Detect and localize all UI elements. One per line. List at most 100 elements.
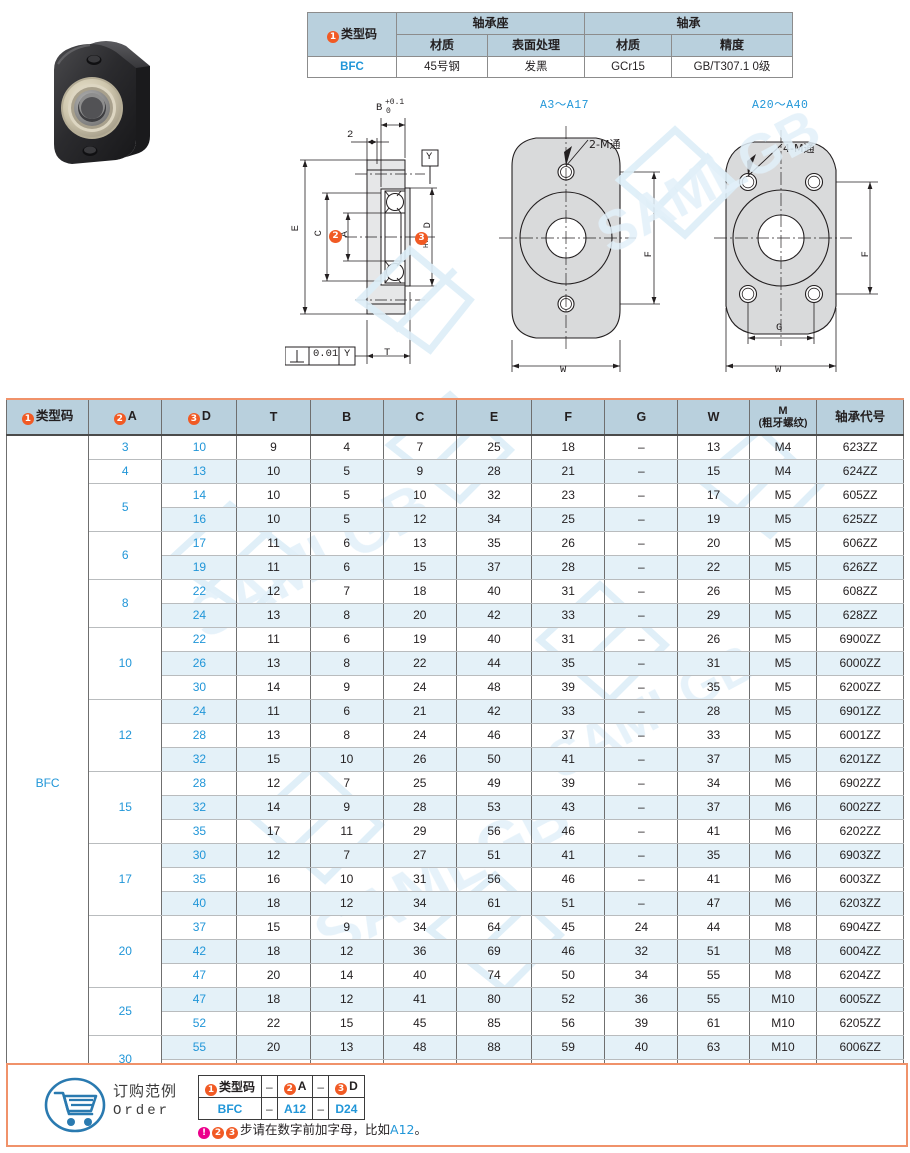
cell-c: 10: [382, 483, 457, 508]
cell-b: 5: [309, 459, 384, 484]
spec-header-typecode-label: 类型码: [340, 26, 377, 41]
cell-bearing-code: 624ZZ: [816, 459, 904, 484]
table-row: BFC 3 10 9 4 7 25 18–13 M4 623ZZ: [5, 434, 904, 1132]
badge-exclaim-icon: !: [198, 1127, 210, 1139]
cell-f: 51: [531, 891, 606, 916]
cell-c: 25: [382, 771, 457, 796]
cell-w: 44: [677, 915, 750, 940]
cell-m: M5: [748, 651, 818, 676]
flange-small-svg: [499, 126, 660, 372]
cell-d: 35: [161, 819, 238, 844]
cell-f: 37: [531, 723, 606, 748]
cell-d: 32: [161, 795, 238, 820]
cell-f: 39: [531, 771, 606, 796]
cell-bearing-code: 6200ZZ: [816, 675, 904, 700]
cell-e: 40: [455, 627, 533, 652]
cell-a: 4: [88, 459, 163, 484]
cell-g: –: [604, 459, 679, 484]
cell-m: M8: [748, 939, 818, 964]
cell-e: 25: [455, 434, 533, 460]
cell-c: 18: [382, 579, 457, 604]
cell-t: 13: [236, 723, 311, 748]
cell-w: 26: [677, 627, 750, 652]
cell-bearing-code: 6901ZZ: [816, 699, 904, 724]
cell-w: 61: [677, 1011, 750, 1036]
cell-c: 15: [382, 555, 457, 580]
flange-large-hole-note: 4-M通: [783, 142, 815, 155]
cell-c: 7: [382, 434, 457, 460]
order-value-a: A12: [276, 1097, 314, 1120]
table-row: 28 13 8 24 46 37–33 M5 6001ZZ: [7, 723, 904, 748]
cell-f: 23: [531, 483, 606, 508]
cell-m: M10: [748, 1035, 818, 1060]
cell-g: 34: [604, 963, 679, 988]
cell-d: 30: [161, 675, 238, 700]
dim-d-label: D: [422, 222, 434, 229]
cell-b: 5: [309, 483, 384, 508]
flange-small-title: A3～A17: [540, 99, 590, 112]
cell-f: 33: [531, 699, 606, 724]
cell-m: M8: [748, 963, 818, 988]
cell-t: 14: [236, 795, 311, 820]
cell-w: 51: [677, 939, 750, 964]
cell-w: 26: [677, 579, 750, 604]
cell-t: 20: [236, 963, 311, 988]
cell-t: 11: [236, 555, 311, 580]
cell-w: 37: [677, 795, 750, 820]
cell-w: 41: [677, 819, 750, 844]
cell-c: 41: [382, 987, 457, 1012]
cell-e: 42: [455, 699, 533, 724]
cell-e: 64: [455, 915, 533, 940]
cell-b: 6: [309, 627, 384, 652]
cell-d: 47: [161, 963, 238, 988]
cell-g: 32: [604, 939, 679, 964]
cell-e: 46: [455, 723, 533, 748]
cell-t: 12: [236, 843, 311, 868]
dim-t-label: T: [384, 347, 391, 359]
cell-w: 34: [677, 771, 750, 796]
dim-b-tol-upper: +0.1: [385, 98, 405, 107]
cell-f: 46: [531, 867, 606, 892]
cell-g: –: [604, 891, 679, 916]
cell-m: M5: [748, 555, 818, 580]
cell-w: 22: [677, 555, 750, 580]
cell-e: 49: [455, 771, 533, 796]
cell-g: –: [604, 555, 679, 580]
spec-sub-material: 材质: [396, 34, 488, 57]
cell-m: M5: [748, 531, 818, 556]
cell-bearing-code: 6006ZZ: [816, 1035, 904, 1060]
cell-a: 15: [88, 771, 163, 844]
cell-a: 8: [88, 579, 163, 628]
spec-value-precision: GB/T307.1 0级: [671, 55, 793, 79]
cell-c: 28: [382, 795, 457, 820]
cell-m: M5: [748, 747, 818, 772]
cell-f: 26: [531, 531, 606, 556]
cell-b: 12: [309, 891, 384, 916]
cell-e: 37: [455, 555, 533, 580]
cell-m: M6: [748, 771, 818, 796]
cell-f: 33: [531, 603, 606, 628]
flange-small-dim-f: F: [643, 251, 655, 258]
cell-e: 44: [455, 651, 533, 676]
cell-t: 14: [236, 675, 311, 700]
order-th-typecode-label: 类型码: [219, 1079, 256, 1094]
cell-b: 10: [309, 867, 384, 892]
dim-c-label: C: [313, 230, 325, 237]
top-section: 1 类型码 轴承座 轴承 材质 表面处理 材质 精度 BFC 45号钢 发黑 GC…: [0, 0, 910, 392]
cell-m: M5: [748, 699, 818, 724]
cell-b: 7: [309, 843, 384, 868]
cell-c: 29: [382, 819, 457, 844]
cell-g: –: [604, 651, 679, 676]
cell-w: 35: [677, 843, 750, 868]
cell-t: 11: [236, 531, 311, 556]
cell-m: M4: [748, 459, 818, 484]
cross-section-drawing: 2 B +0.1 0 E C A 2 D H7 3 Y 0.01 Y T: [284, 92, 470, 377]
cell-w: 31: [677, 651, 750, 676]
cell-b: 12: [309, 987, 384, 1012]
spec-value-material: 45号钢: [396, 55, 488, 79]
cell-bearing-code: 6904ZZ: [816, 915, 904, 940]
table-row: 5 14 10 5 10 32 23–17 M5 605ZZ: [7, 483, 904, 532]
cell-g: –: [604, 579, 679, 604]
